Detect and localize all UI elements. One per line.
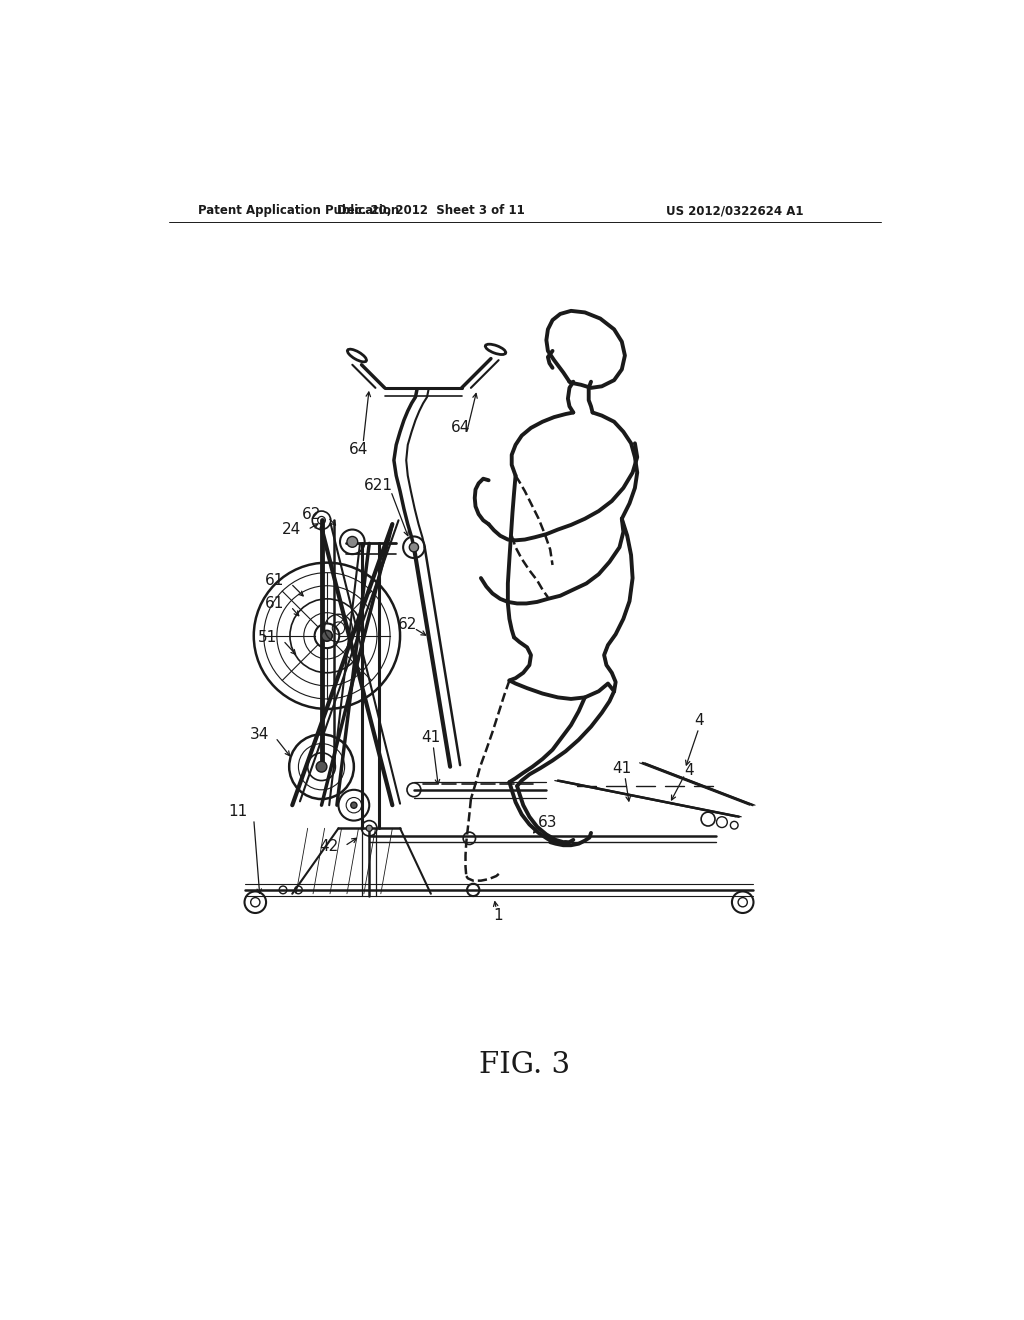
Text: 63: 63 [539,814,558,830]
Circle shape [322,631,333,642]
Circle shape [351,803,357,808]
Text: 4: 4 [684,763,693,777]
Text: 1: 1 [494,908,504,923]
Text: 42: 42 [319,838,339,854]
Text: FIG. 3: FIG. 3 [479,1052,570,1080]
Text: 24: 24 [283,521,301,537]
Circle shape [410,543,419,552]
Circle shape [316,762,327,772]
Text: 41: 41 [612,760,632,776]
Text: 34: 34 [250,727,269,742]
Text: 61: 61 [265,595,285,611]
Text: 51: 51 [258,630,276,645]
Circle shape [347,536,357,548]
Text: 4: 4 [694,713,703,729]
Text: 64: 64 [349,442,369,457]
Text: 62: 62 [398,616,418,632]
Text: Patent Application Publication: Patent Application Publication [199,205,399,218]
Text: 64: 64 [451,420,470,436]
Text: 11: 11 [228,804,248,818]
Text: 61: 61 [265,573,285,587]
Text: Dec. 20, 2012  Sheet 3 of 11: Dec. 20, 2012 Sheet 3 of 11 [337,205,524,218]
Text: US 2012/0322624 A1: US 2012/0322624 A1 [666,205,803,218]
Text: 62: 62 [302,507,322,521]
Text: 41: 41 [421,730,440,744]
Circle shape [367,825,373,832]
Text: 621: 621 [364,478,393,494]
